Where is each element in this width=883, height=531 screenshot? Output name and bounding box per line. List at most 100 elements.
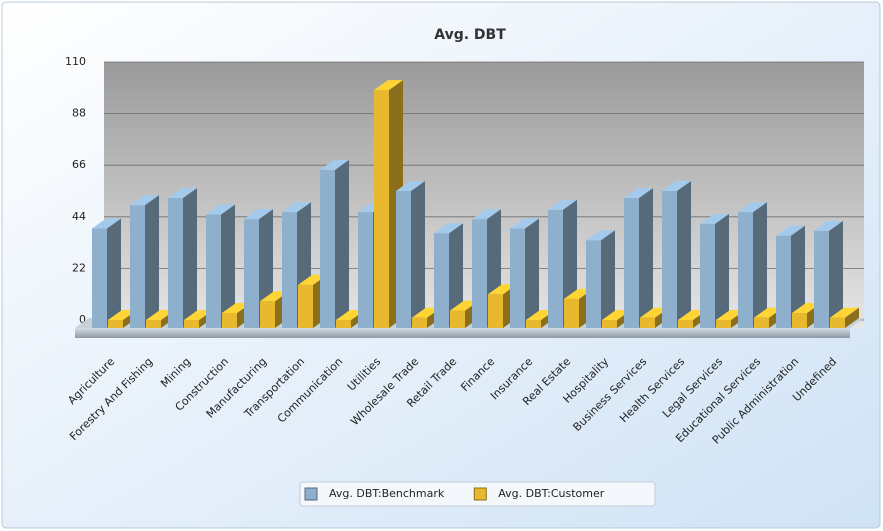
bar-front xyxy=(510,228,525,328)
bar-front xyxy=(130,205,145,328)
bar-front xyxy=(548,209,563,328)
bar-front xyxy=(776,235,791,328)
bar xyxy=(662,181,691,328)
y-tick-label: 0 xyxy=(79,313,86,326)
bar-top xyxy=(206,204,235,215)
bar-front xyxy=(92,228,107,328)
bar-top xyxy=(700,213,729,224)
bar-front xyxy=(738,212,753,328)
legend-label: Avg. DBT:Customer xyxy=(498,487,605,500)
y-tick-label: 22 xyxy=(72,261,86,274)
bar-top xyxy=(298,274,327,285)
bar-top xyxy=(184,310,213,320)
bar-front xyxy=(412,317,427,328)
bar-top xyxy=(412,307,441,318)
bar-front xyxy=(700,223,715,328)
bar-top xyxy=(662,181,691,191)
bar-top xyxy=(602,310,631,320)
bar-top xyxy=(434,223,463,234)
bar-top xyxy=(282,202,311,213)
bar-front xyxy=(792,312,807,328)
bar-side xyxy=(601,230,615,328)
bar xyxy=(624,188,653,328)
bar-side xyxy=(335,159,349,328)
bar-front xyxy=(260,301,275,328)
bar xyxy=(396,181,425,328)
bar-top xyxy=(510,218,539,229)
bar-top xyxy=(450,300,479,311)
bar xyxy=(320,159,349,328)
bar-front xyxy=(374,90,389,329)
bar-front xyxy=(184,320,199,328)
bar xyxy=(206,204,235,328)
bar-front xyxy=(830,317,845,328)
bar-side xyxy=(829,220,843,328)
floor-front xyxy=(75,328,850,338)
bar-front xyxy=(320,169,335,328)
bar-front xyxy=(526,320,541,328)
bar xyxy=(776,225,805,328)
bar-top xyxy=(738,202,767,213)
bar-top xyxy=(640,307,669,318)
bar-front xyxy=(396,191,411,328)
bar xyxy=(830,307,859,328)
bar-side xyxy=(639,188,653,328)
bar-front xyxy=(662,191,677,328)
bar-side xyxy=(845,307,859,328)
bar-front xyxy=(586,240,601,328)
bar-front xyxy=(282,212,297,328)
bar-top xyxy=(564,288,593,299)
bar-front xyxy=(624,198,639,328)
bar-front xyxy=(678,320,693,328)
bar xyxy=(814,220,843,328)
bar-front xyxy=(146,320,161,328)
bar-front xyxy=(244,219,259,328)
bar-front xyxy=(488,294,503,328)
bar-top xyxy=(678,310,707,320)
bar xyxy=(586,230,615,328)
bar-top xyxy=(814,220,843,231)
bar-front xyxy=(206,214,221,328)
bar-front xyxy=(336,320,351,328)
bar xyxy=(700,213,729,328)
bar-top xyxy=(472,209,501,220)
bar-front xyxy=(754,317,769,328)
bar xyxy=(130,195,159,328)
bar-side xyxy=(753,202,767,328)
bar-top xyxy=(624,188,653,199)
bar-front xyxy=(564,298,579,328)
bar-front xyxy=(298,284,313,328)
bar-front xyxy=(640,317,655,328)
bar-top xyxy=(776,225,805,236)
bar xyxy=(168,188,197,328)
bar-top xyxy=(244,209,273,220)
bar-top xyxy=(716,310,745,320)
bar-front xyxy=(450,310,465,328)
bar-top xyxy=(92,218,121,229)
bar-top xyxy=(586,230,615,241)
bar-front xyxy=(814,230,829,328)
bar-side xyxy=(449,223,463,328)
legend-label: Avg. DBT:Benchmark xyxy=(329,487,445,500)
bar-top xyxy=(130,195,159,206)
legend-swatch xyxy=(473,487,487,501)
legend-swatch xyxy=(304,487,318,501)
chart-title: Avg. DBT xyxy=(434,27,506,43)
bar xyxy=(92,218,121,328)
y-tick-label: 110 xyxy=(65,55,86,68)
bar-side xyxy=(107,218,121,328)
bar-top xyxy=(526,310,555,320)
bar-top xyxy=(336,310,365,320)
bar-top xyxy=(108,310,137,320)
bar-top xyxy=(374,80,403,91)
bar-top xyxy=(260,291,289,302)
bar-top xyxy=(320,159,349,170)
bar-side xyxy=(525,218,539,328)
bar-front xyxy=(358,212,373,328)
bar-side xyxy=(791,225,805,328)
bar-top xyxy=(168,188,197,199)
bar-top xyxy=(222,302,251,313)
bar-front xyxy=(168,198,183,328)
bar-side xyxy=(183,188,197,328)
